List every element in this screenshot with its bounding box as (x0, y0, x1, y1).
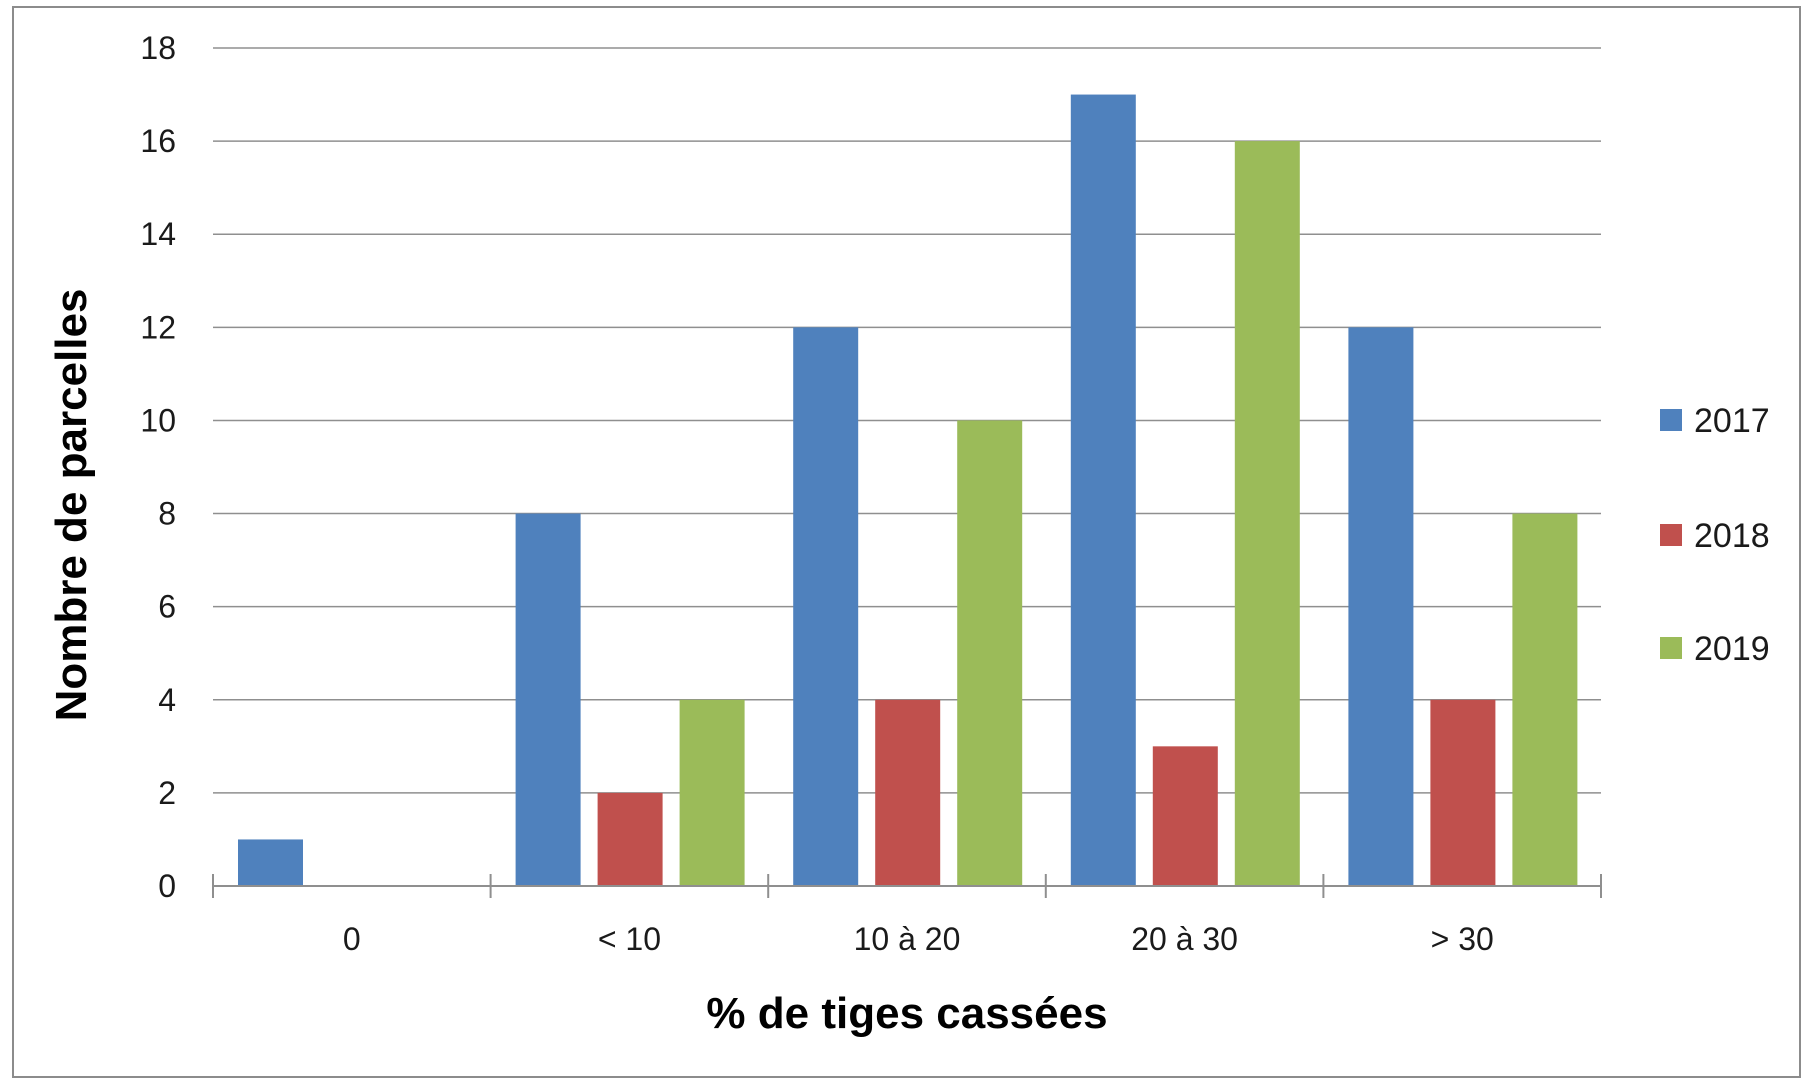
legend-item-2017: 2017 (1660, 402, 1770, 440)
legend-label: 2019 (1694, 630, 1770, 668)
y-tick-label: 6 (158, 589, 176, 625)
y-tick-label: 18 (140, 30, 176, 66)
bar-2019-1 (679, 699, 745, 886)
legend-label: 2018 (1694, 517, 1770, 555)
x-tick-label: < 10 (598, 921, 661, 957)
axes (212, 874, 1602, 898)
y-axis-title: Nombre de parcelles (47, 289, 96, 722)
bar-2017-4 (1348, 327, 1414, 886)
bars (238, 94, 1578, 887)
bar-2018-4 (1430, 699, 1496, 886)
y-tick-label: 2 (158, 775, 176, 811)
bar-2017-3 (1070, 94, 1136, 887)
y-tick-label: 8 (158, 496, 176, 532)
bar-2019-2 (957, 420, 1023, 886)
bar-2017-2 (793, 327, 859, 886)
x-axis-title: % de tiges cassées (706, 989, 1107, 1038)
bar-2017-0 (238, 839, 303, 886)
y-tick-label: 14 (140, 216, 176, 252)
x-tick-labels: 0 < 10 10 à 20 20 à 30 > 30 (343, 921, 1494, 957)
bar-2019-3 (1234, 141, 1300, 887)
y-tick-label: 16 (140, 123, 176, 159)
x-tick-label: 20 à 30 (1131, 921, 1238, 957)
legend-label: 2017 (1694, 402, 1770, 440)
legend-swatch (1660, 637, 1682, 659)
bar-2018-1 (597, 792, 663, 886)
bar-2018-3 (1152, 746, 1218, 886)
legend-swatch (1660, 524, 1682, 546)
bar-2019-4 (1512, 513, 1578, 886)
y-tick-label: 12 (140, 309, 176, 345)
x-tick-label: 0 (343, 921, 361, 957)
legend-swatch (1660, 409, 1682, 431)
bar-2018-2 (875, 699, 941, 886)
x-tick-label: 10 à 20 (854, 921, 961, 957)
legend: 2017 2018 2019 (1660, 402, 1770, 668)
x-tick-label: > 30 (1431, 921, 1494, 957)
y-tick-label: 10 (140, 402, 176, 438)
y-tick-label: 0 (158, 868, 176, 904)
y-tick-labels: 0 2 4 6 8 10 12 14 16 18 (140, 30, 176, 904)
y-tick-label: 4 (158, 682, 176, 718)
chart-frame (12, 6, 1801, 1078)
legend-item-2019: 2019 (1660, 630, 1770, 668)
legend-item-2018: 2018 (1660, 517, 1770, 555)
bar-2017-1 (515, 513, 581, 886)
